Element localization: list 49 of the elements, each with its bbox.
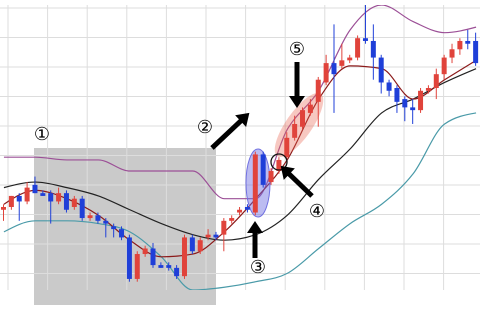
candlestick (465, 29, 470, 50)
candlestick (80, 195, 85, 222)
candlestick (355, 34, 360, 61)
candlestick (1, 204, 6, 222)
candlestick (339, 43, 344, 70)
candlestick (64, 190, 69, 214)
annotation: ② (196, 116, 214, 138)
candlestick (268, 168, 274, 186)
candlestick (308, 98, 313, 116)
candlestick (150, 242, 156, 268)
candlestick (324, 54, 329, 86)
candlestick (198, 236, 203, 255)
candlestick (24, 182, 30, 205)
candlestick (402, 96, 408, 122)
annotation: ③ (250, 256, 266, 278)
candlestick (394, 84, 400, 114)
annotation: ④ (308, 200, 326, 222)
candlestick (142, 245, 148, 258)
candlestick (95, 212, 100, 224)
candlestick (418, 88, 424, 114)
candlestick (103, 218, 108, 238)
candlestick (284, 132, 290, 160)
candlestick (119, 226, 124, 241)
candlestick (331, 24, 336, 114)
annotation: ① (34, 124, 50, 145)
candlestick (292, 115, 298, 142)
candlestick (48, 190, 54, 224)
candlestick (457, 38, 462, 56)
annotation: ⑤ (288, 38, 306, 60)
candlestick (473, 32, 478, 66)
candlestick (450, 43, 455, 64)
candlestick (221, 218, 226, 252)
candlestick (174, 264, 180, 280)
candlestick (370, 24, 376, 80)
candlestick (8, 195, 14, 210)
candlestick (362, 5, 368, 44)
candlestick (442, 54, 447, 80)
candlestick (56, 187, 62, 205)
candlestick (206, 228, 211, 241)
candlestick (410, 98, 416, 124)
candlestick (434, 68, 439, 100)
candlestick (72, 195, 77, 210)
candlestick (316, 76, 321, 128)
candlestick (190, 234, 195, 255)
candlestick (300, 106, 306, 130)
candlestick (111, 223, 116, 238)
candlestick (32, 176, 38, 194)
candlestick (16, 192, 22, 222)
candlestick (386, 79, 392, 97)
